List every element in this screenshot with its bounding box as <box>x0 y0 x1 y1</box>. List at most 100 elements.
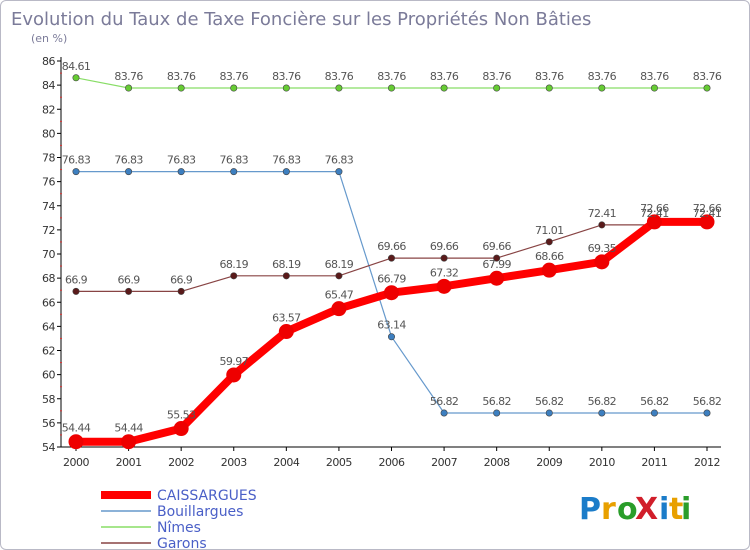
data-label: 83.76 <box>535 70 564 83</box>
data-point <box>387 333 395 341</box>
x-tick-label: 2003 <box>221 456 247 469</box>
y-tick-label: 70 <box>42 248 55 261</box>
data-label: 63.14 <box>377 319 406 332</box>
x-tick-label: 2000 <box>63 456 89 469</box>
logo-letter: X <box>635 492 658 527</box>
data-point <box>230 84 238 92</box>
axes: 54 56 58 60 62 64 66 68 70 72 74 76 78 80 82 84 86 2000 20… <box>42 55 721 469</box>
legend-label: Garons <box>157 536 207 550</box>
data-point <box>72 74 80 82</box>
data-point <box>387 254 395 262</box>
data-point <box>440 254 448 262</box>
data-label: 66.9 <box>65 273 88 286</box>
data-point <box>493 84 501 92</box>
data-label: 69.66 <box>430 240 459 253</box>
data-point <box>545 238 553 246</box>
data-label: 65.47 <box>325 289 354 302</box>
data-label: 69.35 <box>588 242 617 255</box>
x-tick-label: 2010 <box>589 456 615 469</box>
data-point <box>125 168 133 176</box>
series-points <box>68 74 715 450</box>
data-label: 54.44 <box>114 422 143 435</box>
data-point <box>282 84 290 92</box>
data-label: 72.66 <box>693 202 722 215</box>
data-label: 66.79 <box>377 273 406 286</box>
data-point <box>598 409 606 417</box>
legend-label: Nîmes <box>157 520 201 536</box>
y-tick-label: 78 <box>42 152 55 165</box>
data-label: 66.9 <box>118 273 141 286</box>
data-label: 66.9 <box>170 273 193 286</box>
data-label: 63.57 <box>272 312 301 325</box>
data-point <box>226 367 242 383</box>
data-label: 83.76 <box>693 70 722 83</box>
data-point <box>72 287 80 295</box>
x-tick-label: 2002 <box>168 456 194 469</box>
data-label: 72.41 <box>640 207 669 220</box>
data-point <box>703 409 711 417</box>
y-tick-label: 74 <box>42 200 55 213</box>
data-label: 67.32 <box>430 266 459 279</box>
data-point <box>230 272 238 280</box>
data-point <box>598 84 606 92</box>
y-tick-label: 56 <box>42 417 55 430</box>
data-point <box>387 84 395 92</box>
data-label: 83.76 <box>482 70 511 83</box>
y-tick-label: 66 <box>42 296 55 309</box>
data-point <box>282 168 290 176</box>
data-label: 83.76 <box>430 70 459 83</box>
x-tick-label: 2006 <box>379 456 405 469</box>
data-label: 56.82 <box>693 395 722 408</box>
data-point <box>177 287 185 295</box>
data-point <box>440 84 448 92</box>
logo-letter: r <box>601 492 616 527</box>
data-point <box>282 272 290 280</box>
logo-letter: o <box>617 492 638 527</box>
data-label: 76.83 <box>167 154 196 167</box>
data-label: 56.82 <box>640 395 669 408</box>
x-tick-label: 2009 <box>536 456 562 469</box>
x-tick-label: 2005 <box>326 456 352 469</box>
data-point <box>278 324 294 340</box>
data-point <box>650 84 658 92</box>
data-point <box>125 84 133 92</box>
data-label: 76.83 <box>62 154 91 167</box>
data-point <box>436 278 452 294</box>
data-point <box>68 434 84 450</box>
y-tick-label: 84 <box>42 79 55 92</box>
data-label: 83.76 <box>325 70 354 83</box>
data-point <box>72 168 80 176</box>
data-point <box>545 409 553 417</box>
data-label: 69.66 <box>377 240 406 253</box>
data-point <box>646 214 662 230</box>
data-label: 83.76 <box>114 70 143 83</box>
data-point <box>703 84 711 92</box>
data-label: 67.99 <box>482 258 511 271</box>
data-label: 76.83 <box>220 154 249 167</box>
data-point <box>699 214 715 230</box>
data-label: 56.82 <box>482 395 511 408</box>
data-point <box>173 421 189 437</box>
x-tick-label: 2008 <box>484 456 510 469</box>
logo-letter: i <box>681 492 691 527</box>
y-tick-label: 60 <box>42 369 55 382</box>
data-point <box>594 254 610 270</box>
y-tick-label: 64 <box>42 320 55 333</box>
data-labels: 84.61 83.76 83.76 83.76 83.76 83.76 83.76 83.76… <box>62 60 723 435</box>
y-tick-label: 54 <box>42 441 55 454</box>
data-point <box>335 84 343 92</box>
data-label: 83.76 <box>272 70 301 83</box>
y-tick-label: 80 <box>42 127 55 140</box>
data-label: 56.82 <box>535 395 564 408</box>
data-point <box>125 287 133 295</box>
data-point <box>489 270 505 286</box>
y-tick-label: 68 <box>42 272 55 285</box>
logo-letter: i <box>659 492 669 527</box>
data-label: 83.76 <box>167 70 196 83</box>
logo-letter: P <box>579 492 601 527</box>
data-label: 59.97 <box>220 355 249 368</box>
data-point <box>598 221 606 229</box>
data-label: 68.19 <box>325 258 354 271</box>
